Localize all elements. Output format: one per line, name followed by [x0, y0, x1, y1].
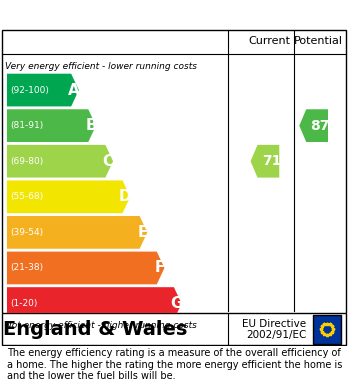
Text: 71: 71 — [262, 154, 281, 168]
Text: Potential: Potential — [294, 36, 343, 46]
Text: (39-54): (39-54) — [10, 228, 44, 237]
Text: C: C — [103, 154, 114, 169]
Polygon shape — [7, 145, 113, 178]
Polygon shape — [7, 180, 130, 213]
Bar — [313, 315, 341, 344]
Polygon shape — [7, 287, 182, 320]
Text: (21-38): (21-38) — [10, 264, 44, 273]
Text: F: F — [155, 260, 165, 276]
Text: Current: Current — [249, 36, 291, 46]
Text: England & Wales: England & Wales — [3, 320, 188, 339]
Text: EU Directive
2002/91/EC: EU Directive 2002/91/EC — [242, 319, 306, 340]
Polygon shape — [7, 216, 147, 249]
Polygon shape — [299, 109, 328, 142]
Text: The energy efficiency rating is a measure of the overall efficiency of a home. T: The energy efficiency rating is a measur… — [7, 348, 342, 382]
Text: B: B — [85, 118, 97, 133]
Text: (92-100): (92-100) — [10, 86, 49, 95]
Polygon shape — [251, 145, 279, 178]
Text: (55-68): (55-68) — [10, 192, 44, 201]
Text: E: E — [137, 225, 148, 240]
Text: (1-20): (1-20) — [10, 299, 38, 308]
Polygon shape — [7, 251, 165, 284]
Text: Energy Efficiency Rating: Energy Efficiency Rating — [50, 5, 298, 23]
Text: (69-80): (69-80) — [10, 157, 44, 166]
Text: Very energy efficient - lower running costs: Very energy efficient - lower running co… — [5, 62, 197, 71]
Text: 87: 87 — [310, 118, 330, 133]
Text: D: D — [119, 189, 132, 204]
Polygon shape — [7, 109, 96, 142]
Text: (81-91): (81-91) — [10, 121, 44, 130]
Polygon shape — [7, 74, 79, 106]
Text: Not energy efficient - higher running costs: Not energy efficient - higher running co… — [5, 321, 197, 330]
Text: G: G — [171, 296, 183, 311]
Text: A: A — [68, 83, 80, 98]
